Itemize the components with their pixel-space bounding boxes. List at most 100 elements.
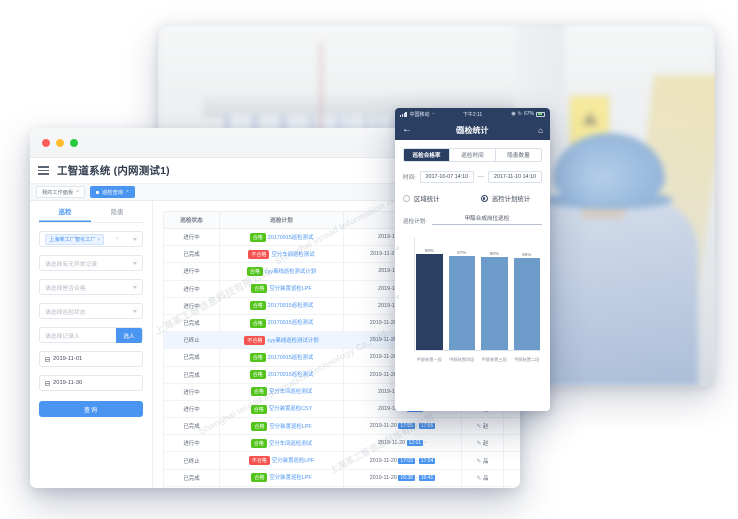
plan-link[interactable]: 空分装置巡检CSY	[268, 406, 313, 413]
plan-link[interactable]: 20170915巡检测试	[267, 303, 314, 310]
phone-nav-bar: ← 巡检统计 ? ⌂	[395, 120, 550, 140]
tab-my-workbench[interactable]: 我的工作面板 ×	[36, 186, 86, 198]
plan-link[interactable]: 空分装置巡检LPF	[269, 475, 312, 482]
org-select[interactable]: 上海某工厂智化工厂 × ×	[39, 231, 143, 247]
cell-time: 2019-11-20 16:38-16:41	[343, 468, 462, 487]
window-close-button[interactable]	[42, 138, 50, 147]
plan-link[interactable]: 空分装置巡检LPF	[271, 457, 315, 464]
phone-page-title: 巡检统计	[456, 125, 489, 135]
plan-label: 巡检计划:	[403, 219, 427, 225]
plan-link[interactable]: 空分装置巡检LPF	[269, 286, 312, 293]
end-date-input[interactable]: 2019-11-30	[39, 375, 143, 391]
chart-bar-column[interactable]: 99%	[416, 245, 443, 350]
qualified-badge: 合格	[246, 267, 263, 276]
inspection-status-select[interactable]: 请选择巡检状态	[39, 303, 143, 319]
qualified-badge: 合格	[251, 284, 268, 294]
calendar-icon	[45, 380, 50, 386]
plan-link[interactable]: cyy离线巡检测试计划	[264, 268, 317, 275]
filter-tab-hazard[interactable]: 隐患	[110, 209, 124, 216]
plan-link[interactable]: cyy离线巡检测试计划	[267, 337, 319, 344]
plan-link[interactable]: 空分车间巡检测试	[271, 251, 315, 258]
cell-writer: ✎ 品	[461, 485, 504, 488]
segment-pass-rate[interactable]: 巡检合格率	[404, 149, 450, 161]
chart-bar-value-label: 96%	[489, 250, 499, 256]
col-plan: 巡检计划	[219, 211, 344, 229]
radio-area-stat[interactable]: 区域统计	[403, 194, 481, 203]
abnormal-record-select[interactable]: 请选择有无异常记录	[39, 255, 143, 271]
qualified-select[interactable]: 请选择是否合格	[39, 279, 143, 295]
question-icon[interactable]: ?	[456, 126, 464, 134]
plan-field-row: 巡检计划: 甲醇合成岗位巡检	[403, 214, 542, 225]
segment-inspect-time[interactable]: 巡检时间	[450, 149, 496, 161]
cell-plan: 合格 20170915巡检测试	[219, 348, 344, 367]
chart-bar-column[interactable]: 97%	[448, 245, 475, 350]
time-end: 16:41	[418, 474, 436, 481]
cell-plan: 合格 20170915巡检测试	[219, 365, 344, 384]
start-date-input[interactable]: 2019-11-01	[39, 351, 143, 367]
arrow-left-icon[interactable]: ←	[402, 124, 412, 135]
cell-status: 已终止	[163, 331, 220, 350]
cell-status: 进行中	[163, 262, 220, 281]
close-icon[interactable]: ×	[125, 189, 129, 195]
plan-link[interactable]: 20170915巡检测试	[267, 320, 314, 327]
chart-x-label: 甲醇装置二段	[514, 357, 540, 362]
cell-status: 已完成	[163, 417, 220, 436]
cell-status: 已完成	[163, 365, 220, 384]
cell-writer: ✎ 赵	[461, 417, 504, 436]
hamburger-menu-icon[interactable]	[38, 166, 49, 175]
qualified-badge: 不合格	[244, 335, 266, 345]
qualified-badge: 合格	[249, 232, 266, 242]
close-icon[interactable]: ×	[76, 189, 80, 195]
time-start: 16:38	[398, 474, 415, 481]
cell-plan: 合格 20170915巡检测试	[219, 313, 344, 333]
time-end: 17:56	[418, 423, 436, 430]
table-row[interactable]: 已终止 不合格 空分装置巡检LPF 2019-11-20 17:03-17:04 ✎ 品…	[163, 451, 520, 470]
recorder-picker[interactable]: 请选择记录人 选人	[39, 327, 143, 343]
qualified-badge: 不合格	[248, 456, 270, 466]
plan-value-input[interactable]: 甲醇合成岗位巡检	[431, 214, 542, 225]
cell-status: 已完成	[163, 468, 220, 487]
query-button[interactable]: 查询	[39, 401, 143, 417]
window-maximize-button[interactable]	[70, 138, 78, 147]
date-range-row: 时间: 2017-10-07 14:10 — 2017-11-10 14:10	[403, 171, 542, 183]
stat-mode-radio-group: 区域统计 巡检计划统计	[403, 194, 542, 203]
filter-tab-inspection[interactable]: 巡检	[39, 201, 91, 222]
plan-link[interactable]: 20170915巡检测试	[267, 354, 314, 361]
segment-hazard-count[interactable]: 隐患数量	[507, 153, 530, 159]
clear-icon[interactable]: ×	[115, 236, 119, 242]
qualified-badge: 合格	[249, 318, 266, 328]
chart-y-axis	[414, 237, 415, 351]
chart-bar-value-label: 97%	[457, 249, 467, 255]
chart-bar	[513, 258, 540, 350]
cell-plan: 不合格空分装置巡检LPF	[219, 451, 344, 470]
cell-time: 2019-11-20 17:55-17:56	[343, 417, 462, 436]
tab-inspection-query[interactable]: 巡检查询 ×	[90, 186, 135, 198]
cell-status: 已终止	[163, 451, 220, 470]
cell-abnormal: 1	[503, 468, 520, 487]
radio-plan-stat[interactable]: 巡检计划统计	[480, 194, 530, 203]
remove-tag-icon[interactable]: ×	[97, 236, 101, 242]
select-person-button[interactable]: 选人	[116, 327, 142, 343]
cell-status: 进行中	[163, 399, 220, 419]
chart-bar-column[interactable]: 95%	[513, 245, 540, 350]
plan-link[interactable]: 20170915巡检测试	[267, 372, 314, 379]
chart-bar-column[interactable]: 96%	[481, 245, 508, 350]
cell-plan: 合格 20170915巡检测试	[219, 296, 344, 315]
qualified-badge: 合格	[250, 404, 267, 414]
radio-circle-selected-icon	[480, 195, 488, 202]
plan-link[interactable]: 空分装置巡检LPF	[269, 423, 312, 430]
date-to-input[interactable]: 2017-11-10 14:10	[487, 171, 542, 183]
plan-link[interactable]: 空分车间巡检测试	[268, 440, 313, 447]
date-from-input[interactable]: 2017-10-07 14:10	[419, 171, 474, 183]
window-minimize-button[interactable]	[56, 138, 64, 147]
home-icon[interactable]: ⌂	[538, 125, 543, 135]
plan-link[interactable]: 20170915巡检测试	[267, 234, 314, 241]
plan-link[interactable]: 空分车间巡检测试	[268, 389, 313, 396]
cell-time: 2019-11-20 12:01-	[343, 434, 462, 453]
